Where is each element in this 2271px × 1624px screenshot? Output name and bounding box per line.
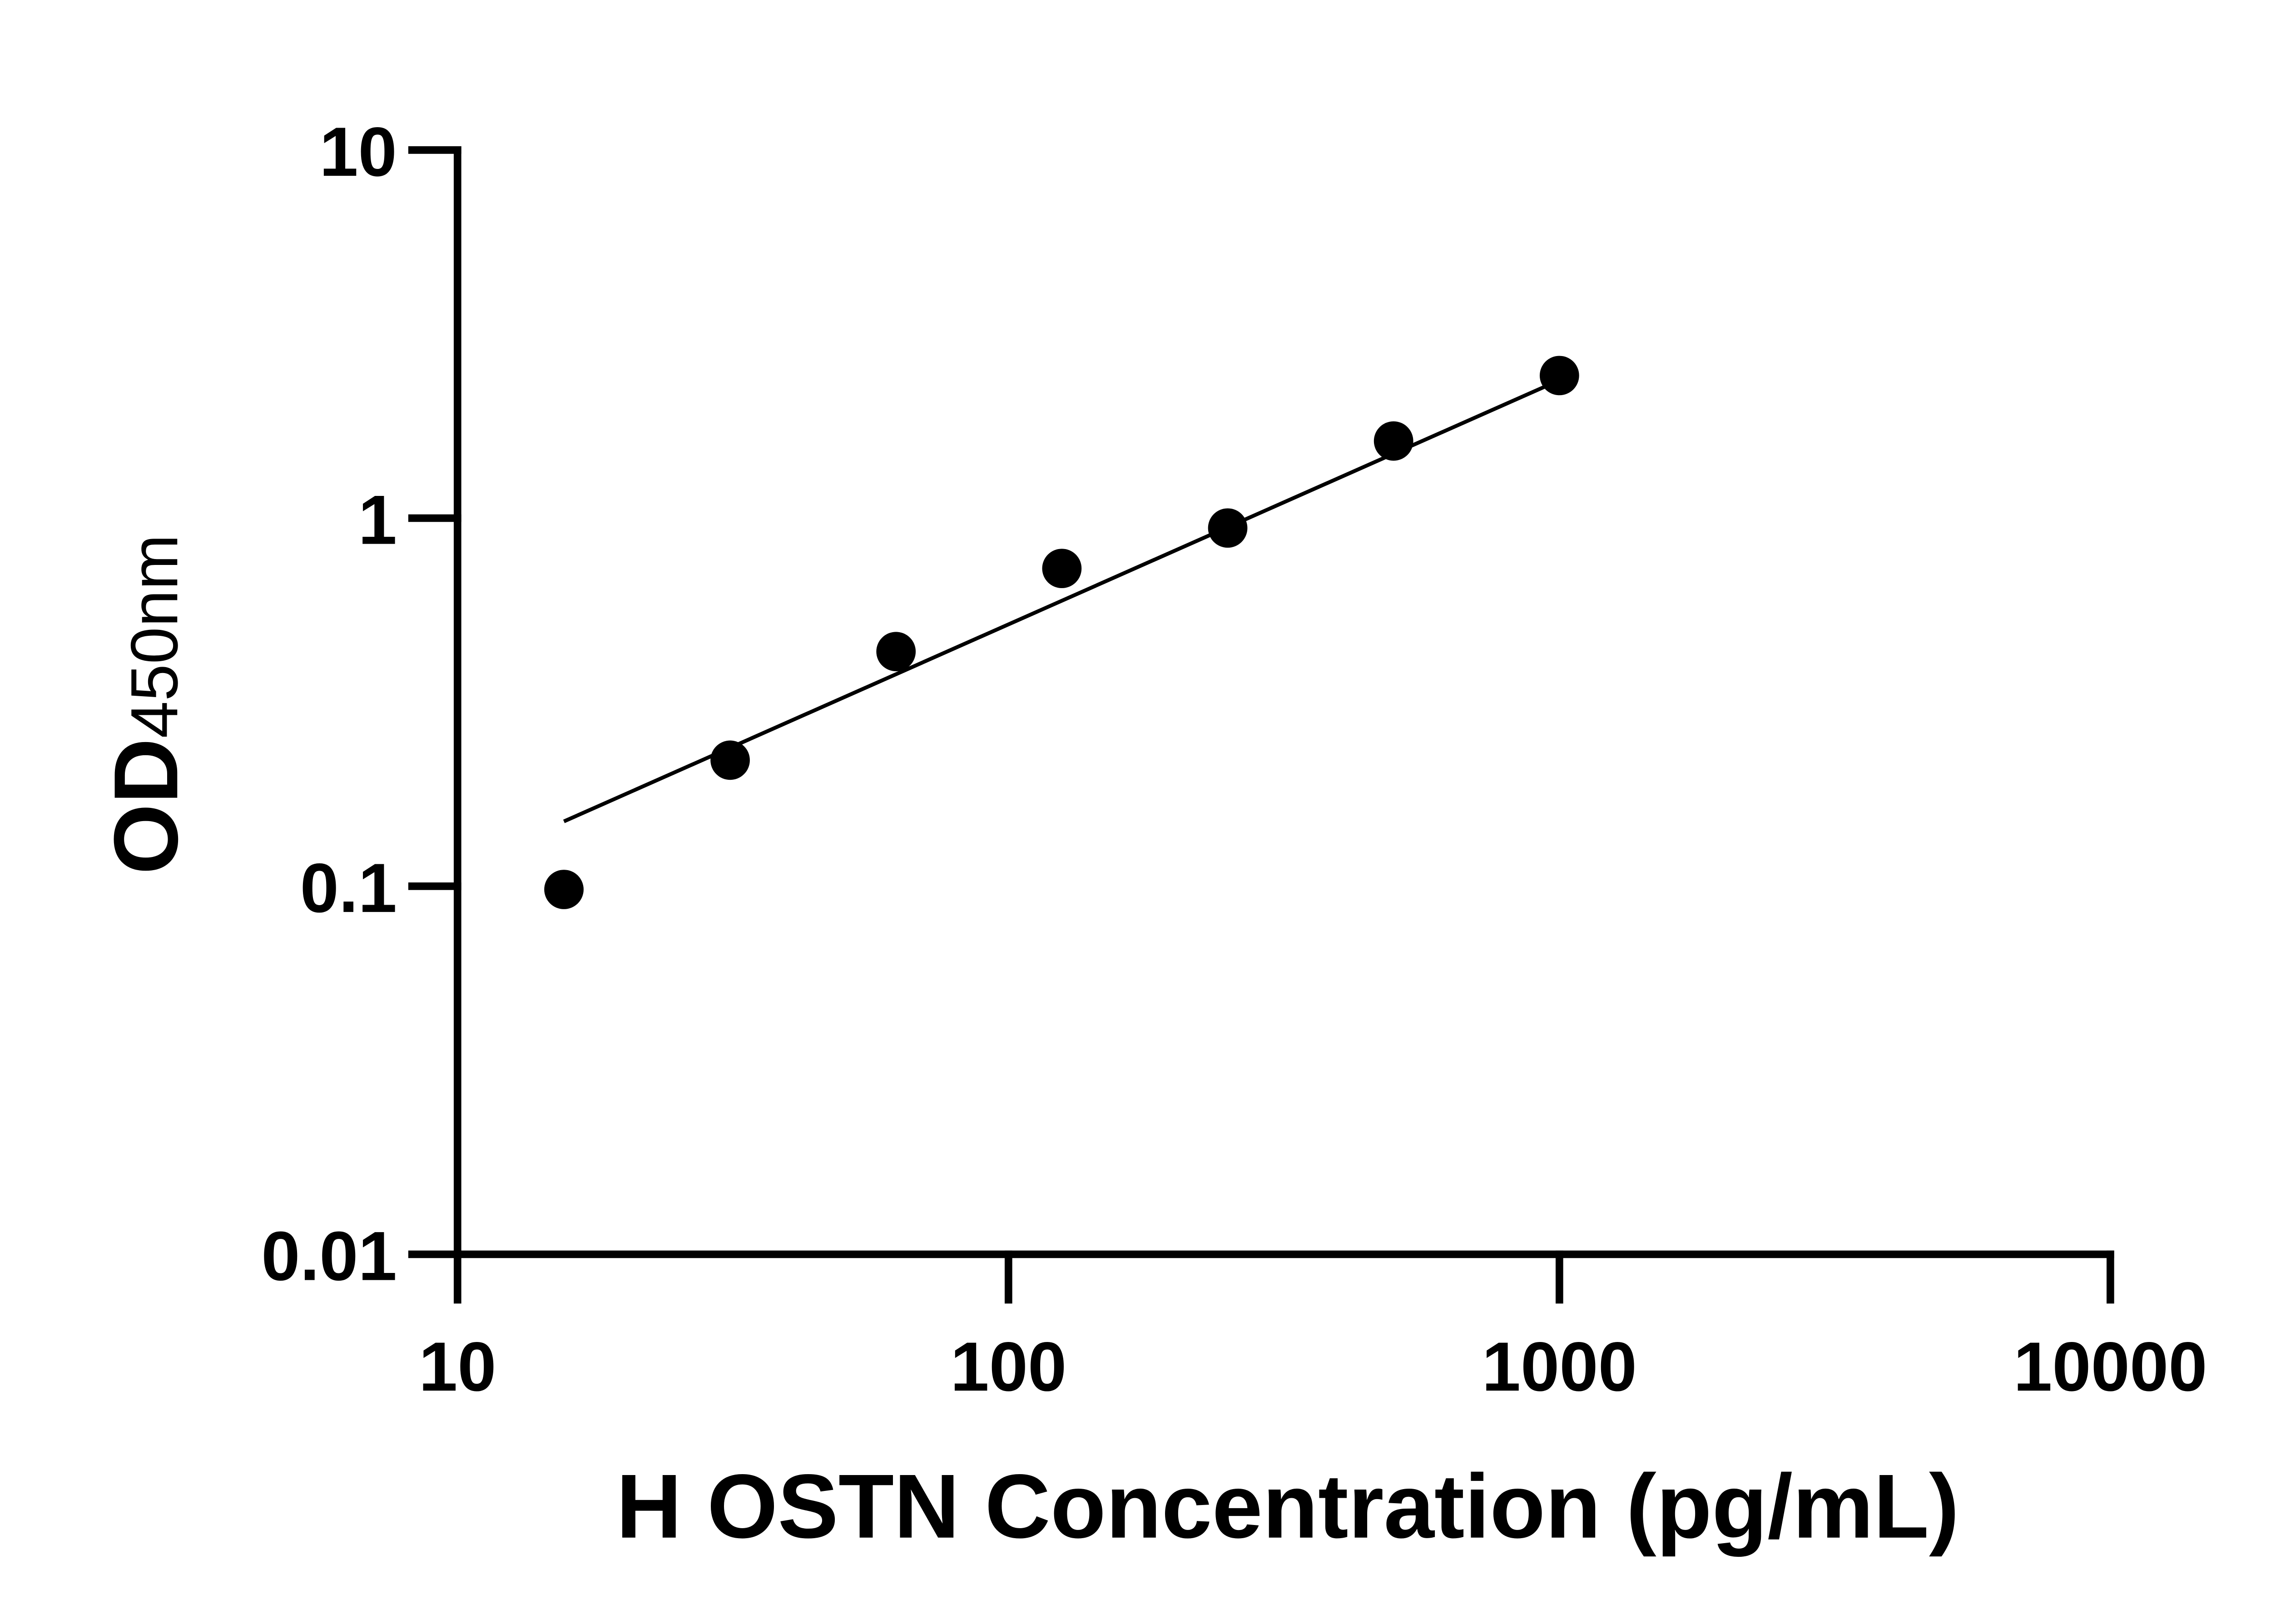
x-axis-label: H OSTN Concentration (pg/mL): [616, 1456, 1959, 1557]
y-tick-label: 0.01: [261, 1217, 397, 1295]
data-point: [1042, 549, 1082, 589]
y-axis-label-main: OD: [95, 738, 197, 874]
y-tick-label: 0.1: [300, 849, 397, 927]
axes: [408, 146, 2114, 1304]
x-tick-label: 100: [950, 1327, 1066, 1406]
data-point: [1208, 508, 1248, 548]
data-point: [1374, 421, 1413, 461]
data-marks: [544, 356, 1579, 909]
data-point: [710, 740, 750, 780]
data-point: [876, 632, 916, 672]
y-axis-label: OD450nm: [95, 535, 197, 875]
x-tick-label: 10000: [2013, 1327, 2207, 1406]
y-tick-label: 1: [358, 481, 397, 559]
tick-labels: 10 100 1000 10000 0.01 0.1 1 10: [261, 113, 2207, 1406]
data-point: [544, 870, 584, 909]
x-tick-label: 10: [419, 1327, 496, 1406]
y-tick-label: 10: [319, 113, 397, 191]
data-point: [1539, 356, 1579, 396]
y-axis-label-subscript: 450nm: [117, 535, 192, 738]
x-tick-label: 1000: [1482, 1327, 1637, 1406]
